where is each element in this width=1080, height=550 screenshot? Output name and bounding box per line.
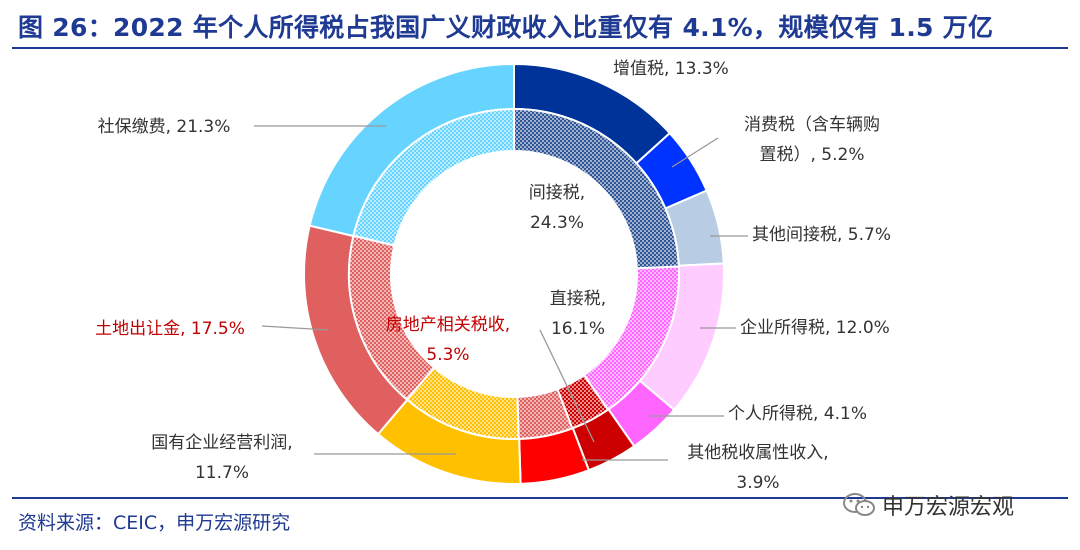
outer-ring-label-1-line-0: 消费税（含车辆购 [744,115,880,135]
outer-ring-leader-8 [261,325,329,331]
outer-ring-label-7-line-0: 国有企业经营利润, [151,433,292,453]
title-bar: 图 26：2022 年个人所得税占我国广义财政收入比重仅有 4.1%，规模仅有 … [0,0,1080,50]
watermark: 申万宏源宏观 [842,488,1014,522]
inner-ring-label-1-line-1: 16.1% [551,319,605,339]
inner-ring-label-3-line-0: 房地产相关税收, [386,315,510,335]
inner-ring-slice-texture-5 [349,235,435,400]
outer-ring-label-9: 社保缴费, 21.3% [98,117,231,137]
outer-ring-label-7-line-1: 11.7% [195,463,249,483]
outer-ring-label-4: 个人所得税, 4.1% [728,404,867,424]
inner-ring-label-1-line-0: 直接税, [550,289,606,309]
outer-ring-label-4-line-0: 个人所得税, 4.1% [728,404,867,424]
inner-ring-label-1: 直接税, 16.1% [550,289,606,339]
inner-ring-slice-texture-1 [584,266,679,410]
outer-ring-label-8: 土地出让金, 17.5% [95,319,245,339]
outer-ring-label-0-line-0: 增值税, 13.3% [613,59,729,79]
outer-ring-leader-1 [671,137,719,168]
inner-ring-label-0-line-1: 24.3% [530,213,584,233]
inner-ring-slice-texture-6 [353,109,514,246]
wechat-icon [843,493,875,516]
inner-ring-slice-texture-2 [557,375,608,429]
outer-ring-label-0: 增值税, 13.3% [613,59,729,79]
outer-ring-label-2: 其他间接税, 5.7% [752,225,891,245]
outer-ring [303,62,725,485]
inner-ring-leader-1 [539,329,595,443]
outer-ring-label-1: 消费税（含车辆购置税）, 5.2% [744,115,880,165]
outer-ring-label-3: 企业所得税, 12.0% [740,318,890,338]
outer-ring-label-5-line-1: 3.9% [736,473,779,493]
outer-ring-label-3-line-0: 企业所得税, 12.0% [740,318,890,338]
inner-ring-label-3: 房地产相关税收, 5.3% [386,315,510,365]
chart-title: 图 26：2022 年个人所得税占我国广义财政收入比重仅有 4.1%，规模仅有 … [18,13,994,42]
inner-ring-slice-texture-0 [514,109,679,269]
inner-ring-slice-texture-3 [517,389,573,439]
outer-ring-label-7: 国有企业经营利润, 11.7% [151,433,292,483]
inner-ring-slice-texture-4 [406,367,519,439]
outer-ring-label-2-line-0: 其他间接税, 5.7% [752,225,891,245]
outer-ring-label-5: 其他税收属性收入, 3.9% [687,443,828,493]
data-labels: 增值税, 13.3% 消费税（含车辆购置税）, 5.2% 其他间接税, 5.7% 企业… [95,59,891,493]
inner-ring [348,107,680,440]
footer-divider [12,497,1068,499]
outer-ring-label-9-line-0: 社保缴费, 21.3% [98,117,231,137]
inner-ring-label-0: 间接税, 24.3% [529,183,585,233]
inner-ring-label-0-line-0: 间接税, [529,183,585,203]
outer-ring-label-1-line-1: 置税）, 5.2% [760,145,865,165]
title-divider [12,47,1068,49]
nested-donut-chart: 增值税, 13.3% 消费税（含车辆购置税）, 5.2% 其他间接税, 5.7% 企业… [95,59,891,493]
leader-lines [254,125,748,461]
inner-ring-label-3-line-1: 5.3% [426,345,469,365]
outer-ring-label-8-line-0: 土地出让金, 17.5% [95,319,245,339]
outer-ring-label-5-line-0: 其他税收属性收入, [687,443,828,463]
source-note: 资料来源：CEIC，申万宏源研究 [18,512,291,534]
watermark-text: 申万宏源宏观 [882,495,1015,520]
